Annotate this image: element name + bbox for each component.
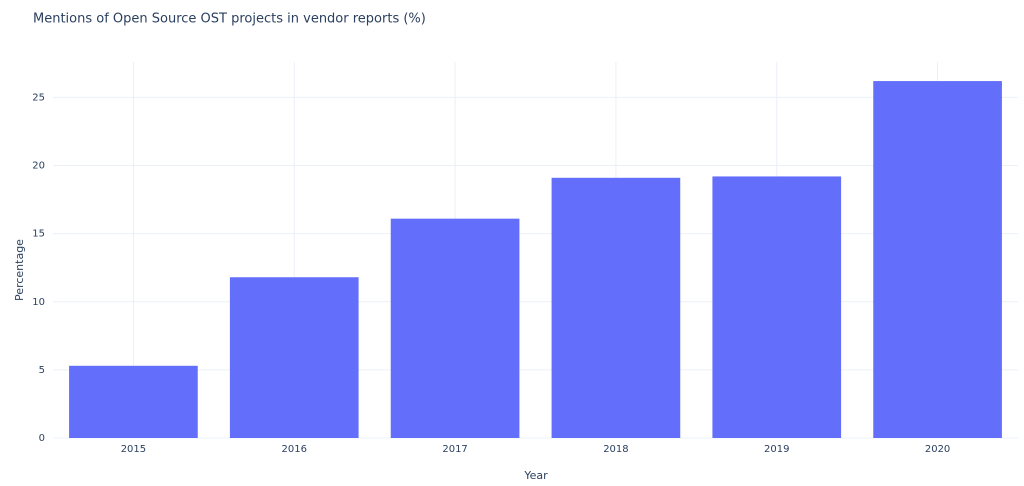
bar bbox=[69, 365, 198, 438]
x-tick-label: 2020 bbox=[925, 444, 950, 455]
y-axis-title: Percentage bbox=[13, 239, 26, 301]
chart-title: Mentions of Open Source OST projects in … bbox=[33, 12, 426, 27]
y-tick-label: 10 bbox=[32, 297, 45, 308]
bar bbox=[873, 81, 1002, 439]
x-axis-title: Year bbox=[523, 469, 548, 482]
x-tick-label: 2015 bbox=[121, 444, 146, 455]
y-tick-label: 20 bbox=[32, 161, 45, 172]
bar bbox=[390, 218, 520, 438]
y-tick-label: 25 bbox=[32, 92, 45, 103]
bar bbox=[229, 277, 359, 438]
y-tick-label: 5 bbox=[39, 365, 45, 376]
bar bbox=[712, 176, 842, 438]
x-tick-label: 2016 bbox=[282, 444, 307, 455]
bar bbox=[551, 177, 681, 438]
x-tick-label: 2018 bbox=[603, 444, 628, 455]
x-tick-label: 2019 bbox=[764, 444, 789, 455]
y-tick-label: 0 bbox=[39, 433, 45, 444]
y-tick-label: 15 bbox=[32, 229, 45, 240]
x-tick-label: 2017 bbox=[442, 444, 467, 455]
